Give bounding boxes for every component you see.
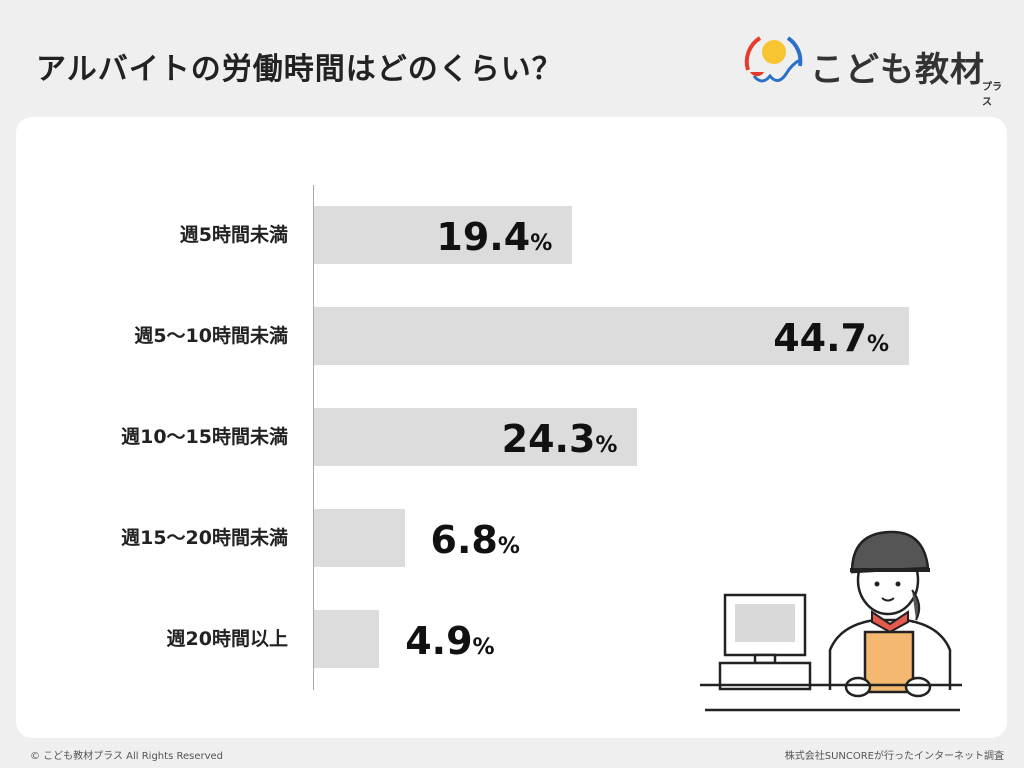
value-number: 44.7: [773, 316, 867, 360]
value-label: 44.7%: [773, 307, 889, 365]
bar: [314, 408, 638, 466]
value-unit: %: [472, 635, 495, 660]
value-unit: %: [866, 332, 889, 357]
logo-sub: プラス: [982, 82, 1002, 108]
category-label: 週5〜10時間未満: [134, 325, 288, 347]
value-label: 4.9%: [405, 610, 494, 668]
category-label: 週5時間未満: [179, 224, 288, 246]
category-label: 週10〜15時間未満: [121, 426, 288, 448]
value-label: 24.3%: [502, 408, 618, 466]
value-unit: %: [595, 433, 618, 458]
value-unit: %: [530, 231, 553, 256]
value-number: 24.3: [501, 417, 596, 461]
cashier-illustration: [700, 530, 962, 712]
page-title: アルバイトの労働時間はどのくらい？: [36, 52, 563, 87]
category-label: 週15〜20時間未満: [121, 527, 288, 549]
value-label: 19.4%: [436, 206, 552, 264]
value-number: 4.9: [405, 619, 473, 663]
value-unit: %: [497, 534, 520, 559]
value-number: 6.8: [430, 518, 498, 562]
bar: [314, 206, 573, 264]
bar: [314, 509, 405, 567]
source-note: 株式会社SUNCOREが行ったインターネット調査: [784, 751, 1004, 762]
lightbulb-logo-icon: [744, 36, 803, 83]
category-label: 週20時間以上: [166, 628, 288, 650]
logo: こども教材 プラス: [740, 30, 1010, 108]
value-label: 6.8%: [431, 509, 520, 567]
value-number: 19.4: [436, 215, 531, 259]
bar: [314, 610, 380, 668]
copyright: © こども教材プラス All Rights Reserved: [30, 751, 223, 762]
y-axis-line: [313, 185, 314, 690]
bar: [314, 307, 909, 365]
logo-text: こども教材: [810, 50, 985, 90]
